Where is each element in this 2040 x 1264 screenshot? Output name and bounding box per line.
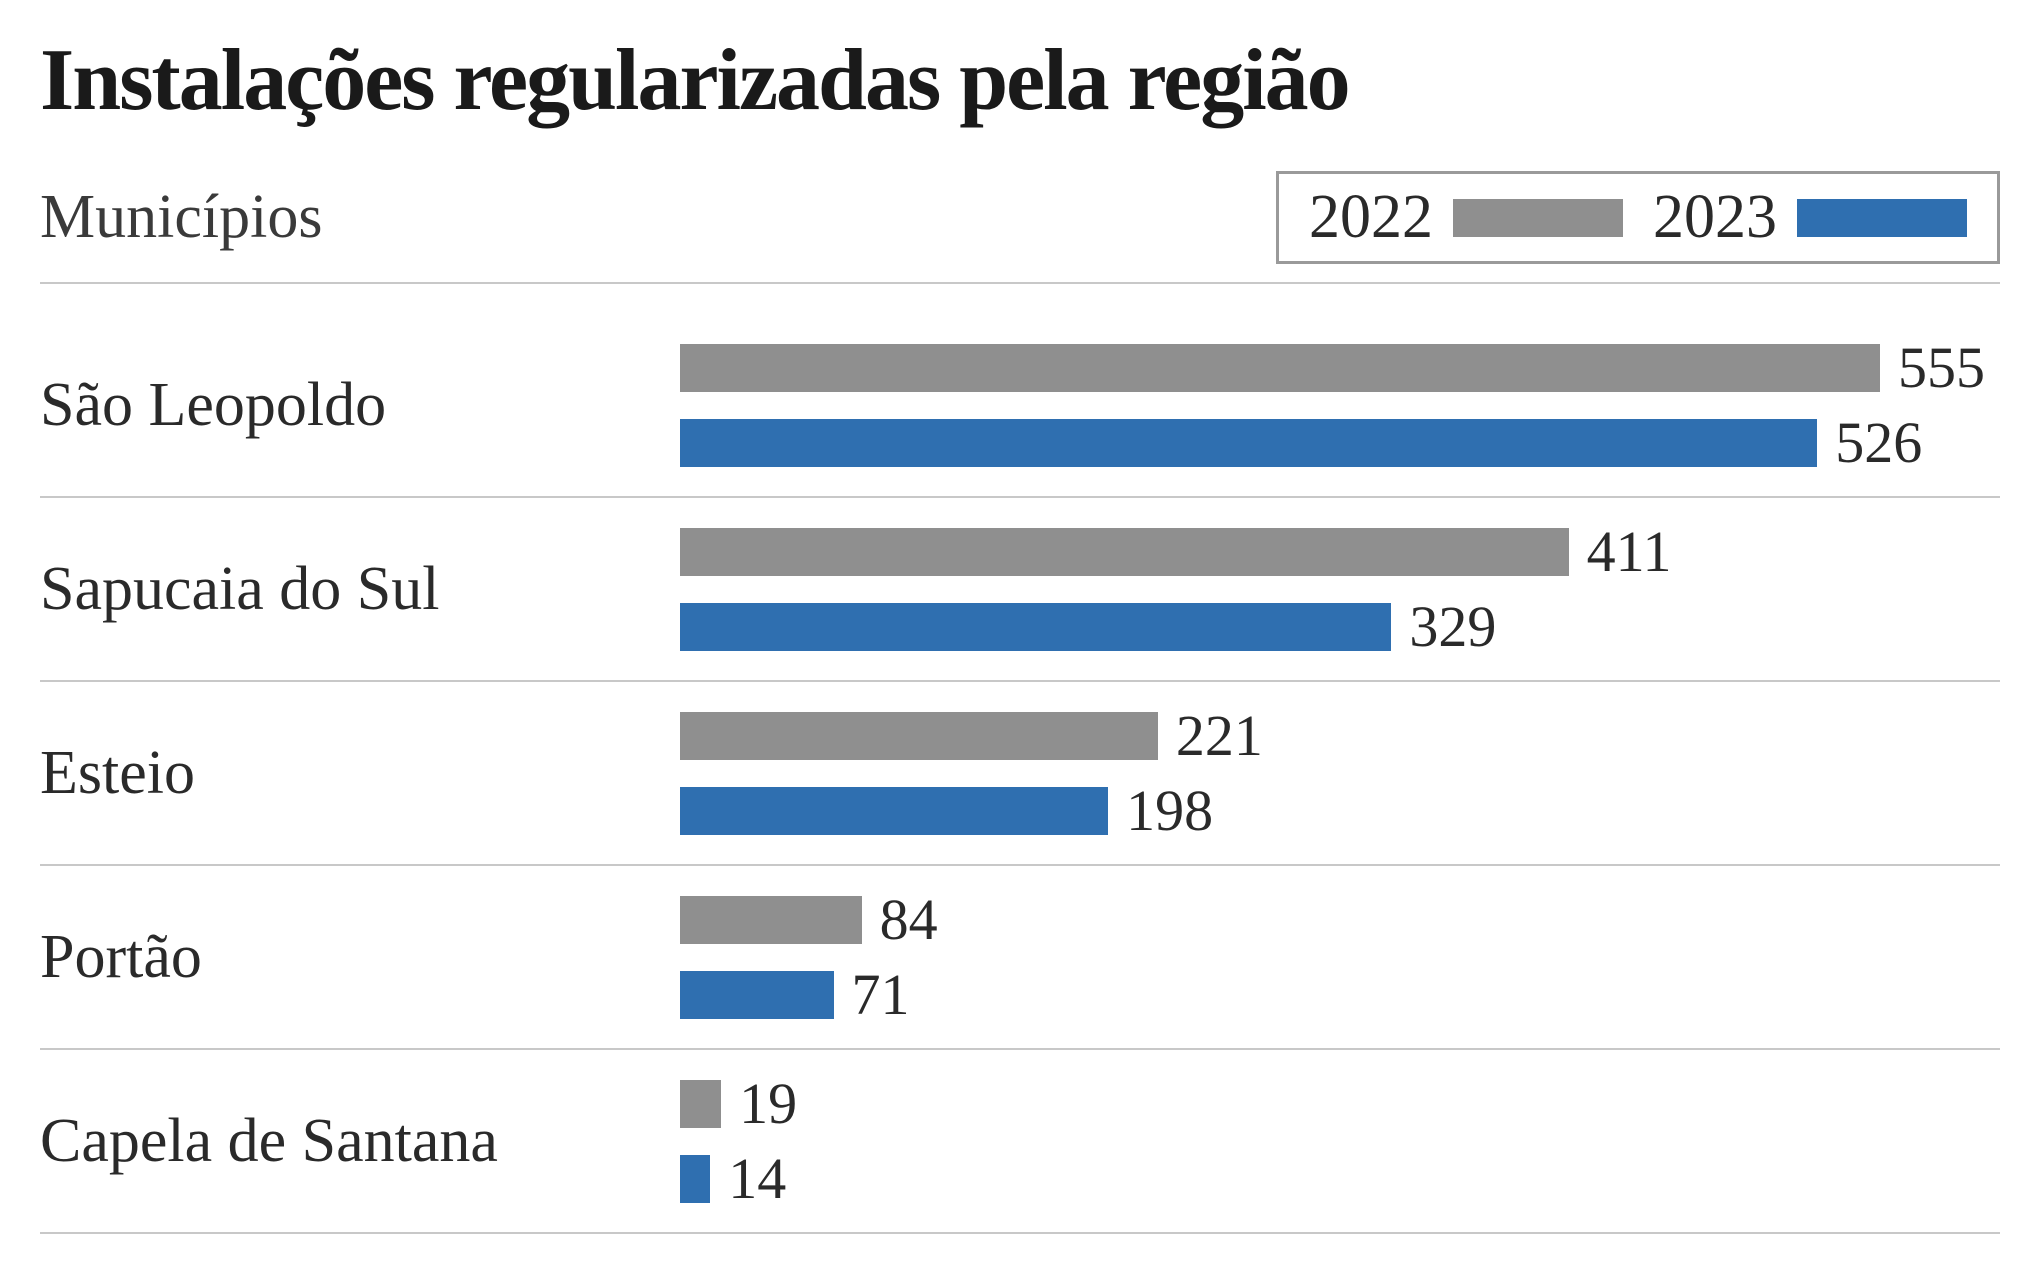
bar xyxy=(680,896,862,944)
bar-line: 526 xyxy=(680,409,2000,476)
legend-swatch xyxy=(1453,199,1623,237)
bar-group: 221198 xyxy=(680,702,2000,844)
bar xyxy=(680,603,1391,651)
legend-swatch xyxy=(1797,199,1967,237)
bar-value: 84 xyxy=(880,886,938,953)
bar-line: 84 xyxy=(680,886,2000,953)
bar-line: 411 xyxy=(680,518,2000,585)
data-row: Sapucaia do Sul 411 329 xyxy=(40,498,2000,682)
data-row: Capela de Santana1914 xyxy=(40,1050,2000,1234)
bar xyxy=(680,971,834,1019)
bar xyxy=(680,787,1108,835)
bar-line: 221 xyxy=(680,702,2000,769)
chart-legend: 2022 2023 xyxy=(1276,171,2000,264)
bar-value: 71 xyxy=(852,961,910,1028)
chart-header-row: Municípios 2022 2023 xyxy=(40,171,2000,284)
bar-group: 8471 xyxy=(680,886,2000,1028)
bar xyxy=(680,1155,710,1203)
bar-value: 198 xyxy=(1126,777,1213,844)
data-row: Esteio221198 xyxy=(40,682,2000,866)
bar-value: 411 xyxy=(1587,518,1672,585)
municipality-label: São Leopoldo xyxy=(40,370,680,441)
bar xyxy=(680,344,1880,392)
bar-group: 555526 xyxy=(680,334,2000,476)
chart-rows: São Leopoldo555526Sapucaia do Sul411329E… xyxy=(40,314,2000,1234)
bar xyxy=(680,712,1158,760)
bar-value: 19 xyxy=(739,1070,797,1137)
legend-label: 2022 xyxy=(1309,182,1433,253)
bar-line: 14 xyxy=(680,1145,2000,1212)
municipality-label: Esteio xyxy=(40,738,680,809)
bar-group: 411 329 xyxy=(680,518,2000,660)
bar-value: 555 xyxy=(1898,334,1985,401)
bar-group: 1914 xyxy=(680,1070,2000,1212)
municipality-label: Capela de Santana xyxy=(40,1106,680,1177)
bar-value: 329 xyxy=(1409,593,1496,660)
bar xyxy=(680,1080,721,1128)
chart-title: Instalações regularizadas pela região xyxy=(40,30,2000,131)
bar-line: 71 xyxy=(680,961,2000,1028)
bar-value: 14 xyxy=(728,1145,786,1212)
legend-label: 2023 xyxy=(1653,182,1777,253)
municipality-label: Sapucaia do Sul xyxy=(40,554,680,625)
bar xyxy=(680,528,1569,576)
bar-value: 526 xyxy=(1835,409,1922,476)
municipality-label: Portão xyxy=(40,922,680,993)
chart-container: Instalações regularizadas pela região Mu… xyxy=(40,30,2000,1234)
bar-line: 329 xyxy=(680,593,2000,660)
bar-line: 555 xyxy=(680,334,2000,401)
legend-item: 2022 xyxy=(1309,182,1623,253)
bar-line: 198 xyxy=(680,777,2000,844)
column-header: Municípios xyxy=(40,182,680,253)
data-row: Portão8471 xyxy=(40,866,2000,1050)
bar xyxy=(680,419,1817,467)
legend-item: 2023 xyxy=(1653,182,1967,253)
bar-value: 221 xyxy=(1176,702,1263,769)
bar-line: 19 xyxy=(680,1070,2000,1137)
data-row: São Leopoldo555526 xyxy=(40,314,2000,498)
